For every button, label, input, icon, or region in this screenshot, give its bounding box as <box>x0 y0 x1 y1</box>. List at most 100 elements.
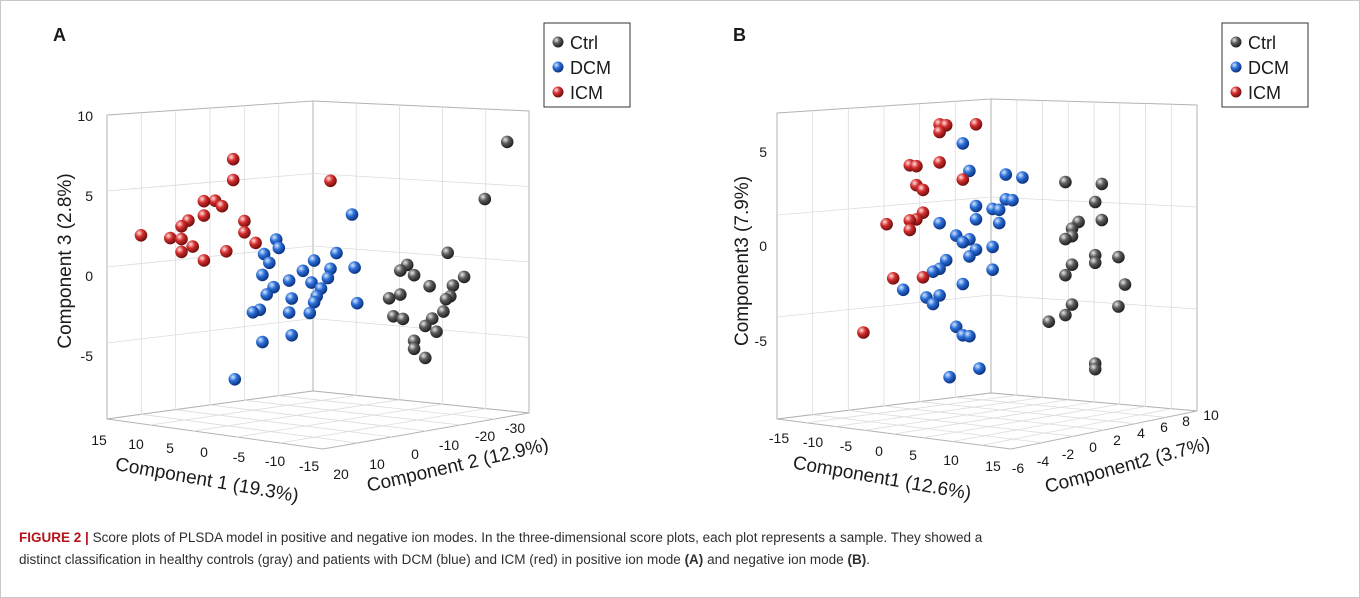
data-point-icm <box>175 245 188 259</box>
data-point-ctrl <box>382 292 396 305</box>
data-point-icm <box>215 199 229 213</box>
panel-a-x-ticks: 15 10 5 0 -5 -10 -15 <box>91 432 319 474</box>
x-tick: 5 <box>166 440 174 456</box>
gridline <box>776 294 992 318</box>
x-tick: -5 <box>233 449 246 465</box>
y-tick: 8 <box>1182 413 1190 429</box>
z-tick: -5 <box>755 333 768 349</box>
data-point-ctrl <box>387 310 400 323</box>
gridline <box>981 408 1172 446</box>
x-tick: -5 <box>840 438 853 454</box>
data-point-dcm <box>285 292 299 305</box>
data-point-ctrl <box>407 268 421 282</box>
data-point-dcm <box>303 306 317 320</box>
data-point-dcm <box>963 164 976 178</box>
data-point-icm <box>238 226 251 239</box>
data-point-dcm <box>956 277 970 291</box>
data-point-dcm <box>949 320 963 334</box>
panel-b-y-label: Component2 (3.7%) <box>1043 434 1213 498</box>
data-point-ctrl <box>394 264 407 277</box>
gridline <box>244 399 461 426</box>
data-point-ctrl <box>1095 177 1109 191</box>
data-point-dcm <box>256 335 269 349</box>
data-point-dcm <box>330 246 343 260</box>
data-point-ctrl <box>1065 298 1079 311</box>
panel-a-points <box>134 135 514 386</box>
data-point-dcm <box>321 271 335 285</box>
legend-label-dcm: DCM <box>1248 58 1289 78</box>
data-point-ctrl <box>419 319 432 333</box>
caption-text-2: distinct classification in healthy contr… <box>19 552 681 567</box>
data-point-ctrl <box>1059 232 1072 246</box>
data-point-ctrl <box>1059 175 1072 189</box>
x-tick: -10 <box>803 434 823 450</box>
x-tick: 15 <box>985 458 1001 474</box>
gridline <box>864 399 1069 431</box>
data-point-icm <box>197 194 211 208</box>
y-tick: -4 <box>1037 453 1050 469</box>
gridline <box>150 395 357 426</box>
gridline <box>106 173 314 192</box>
data-point-ctrl <box>430 325 443 339</box>
x-tick: -15 <box>769 430 789 446</box>
data-point-ctrl <box>437 305 450 318</box>
data-point-dcm <box>1016 171 1029 184</box>
z-tick: 10 <box>77 108 93 124</box>
gridline <box>806 394 1017 424</box>
panel-a-y-ticks: 20 10 0 -10 -20 -30 <box>333 420 525 482</box>
data-point-dcm <box>956 235 970 249</box>
panel-b-z-ticks: 5 0 -5 <box>755 144 768 349</box>
x-tick: 0 <box>875 443 883 459</box>
data-point-icm <box>238 214 251 228</box>
data-point-ctrl <box>394 288 407 301</box>
z-tick: -5 <box>81 348 94 364</box>
data-point-ctrl <box>423 279 436 293</box>
y-tick: 20 <box>333 466 349 482</box>
data-point-icm <box>857 326 870 339</box>
data-point-dcm <box>246 306 260 319</box>
data-point-ctrl <box>478 192 492 206</box>
y-tick: -6 <box>1012 460 1025 476</box>
data-point-icm <box>880 217 893 231</box>
data-point-icm <box>226 173 240 187</box>
data-point-dcm <box>256 268 269 282</box>
y-tick: 6 <box>1160 419 1168 435</box>
data-point-dcm <box>992 203 1006 217</box>
data-point-dcm <box>282 306 296 319</box>
gridline <box>776 196 992 216</box>
data-point-dcm <box>926 297 940 311</box>
panel-b: B 5 0 -5 Component3 (7.9%) -15 -10 -5 0 … <box>732 22 1309 505</box>
data-point-icm <box>933 156 946 169</box>
gridline <box>106 318 314 344</box>
gridline <box>893 401 1095 435</box>
data-point-dcm <box>969 199 983 213</box>
x-tick: 10 <box>943 452 959 468</box>
data-point-dcm <box>999 168 1013 181</box>
data-point-dcm <box>285 329 299 342</box>
z-tick: 0 <box>85 268 93 284</box>
data-point-ctrl <box>439 292 453 306</box>
data-point-dcm <box>956 137 970 150</box>
data-point-icm <box>910 159 923 173</box>
y-tick: 10 <box>369 456 385 472</box>
panel-a-legend: Ctrl DCM ICM <box>543 22 631 108</box>
y-tick: -20 <box>475 428 495 444</box>
x-tick: -10 <box>265 453 285 469</box>
data-point-ctrl <box>1042 315 1056 329</box>
panel-b-y-ticks: -6 -4 -2 0 2 4 6 8 10 <box>1012 407 1219 476</box>
data-point-icm <box>956 173 970 186</box>
data-point-ctrl <box>1095 213 1109 227</box>
panel-b-grid <box>776 99 1198 446</box>
y-tick: 10 <box>1203 407 1219 423</box>
z-tick: 5 <box>85 188 93 204</box>
legend-marker-ctrl <box>1230 36 1242 48</box>
data-point-dcm <box>986 263 999 277</box>
data-point-icm <box>249 236 262 250</box>
legend-label-icm: ICM <box>1248 83 1281 103</box>
panel-a-z-ticks: 10 5 0 -5 <box>77 108 93 364</box>
data-point-ctrl <box>407 342 421 356</box>
data-point-ctrl <box>1088 256 1102 270</box>
y-tick: 0 <box>1089 439 1097 455</box>
data-point-icm <box>886 272 900 285</box>
